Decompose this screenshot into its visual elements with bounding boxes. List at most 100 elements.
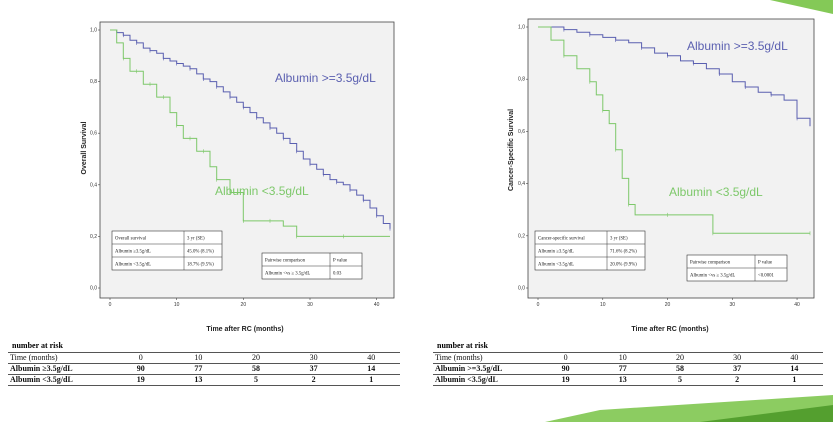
y-tick-label: 0,2: [90, 234, 97, 240]
y-tick-label: 1,0: [518, 25, 525, 31]
risk-cell: 77: [594, 363, 652, 375]
y-tick-label: 0,2: [518, 233, 525, 239]
x-tick-label: 0: [109, 302, 112, 308]
risk-cell: 13: [169, 374, 228, 386]
risk-header-cell: Time (months): [8, 352, 112, 364]
risk-row: Albumin <3.5g/dL 19 13 5 2 1: [8, 374, 400, 386]
risk-cell: Albumin ≥3.5g/dL: [8, 363, 112, 375]
x-tick-label: 40: [374, 302, 380, 308]
table-cell: 3 yr (SE): [187, 237, 205, 242]
y-tick-label: 0,0: [518, 286, 525, 292]
table-cell: Albumin <vs ≥ 3.5g/dL: [690, 274, 735, 279]
risk-cell: 5: [651, 374, 709, 386]
survival-summary-table: [534, 230, 646, 271]
risk-header-cell: 20: [227, 352, 285, 364]
risk-cell: 13: [594, 374, 652, 386]
risk-cell: 5: [227, 374, 285, 386]
risk-header-cell: 0: [112, 352, 170, 364]
number-at-risk-table: Time (months) 0 10 20 30 40 Albumin >=3.…: [433, 352, 823, 386]
x-tick-label: 10: [174, 302, 180, 308]
risk-cell: 90: [537, 363, 595, 375]
curve-label-high-albumin: Albumin >=3.5g/dL: [687, 39, 788, 53]
risk-row: Albumin >=3.5g/dL 90 77 58 37 14: [433, 363, 823, 375]
table-cell: Albumin <vs ≥ 3.5g/dL: [265, 272, 310, 277]
table-cell: 3 yr (SE): [610, 237, 628, 242]
x-axis-title: Time after RC (months): [206, 326, 283, 333]
risk-cell: 1: [342, 374, 400, 386]
table-cell: 0.03: [333, 272, 342, 277]
table-cell: Cancer-specific survival: [538, 237, 585, 242]
y-tick-label: 0,8: [518, 77, 525, 83]
table-cell: Pairwise comparison: [690, 261, 731, 266]
overall-survival-chart: 0,0 0,2 0,4 0,6 0,8 1,0 0 10 20 30 40 Albumin >=3.5…: [81, 21, 395, 333]
risk-cell: 14: [342, 363, 400, 375]
y-tick-label: 0,0: [90, 286, 97, 292]
table-cell: Albumin <3.5g/dL: [538, 263, 574, 268]
risk-cell: 2: [708, 374, 766, 386]
risk-title: number at risk: [12, 341, 63, 350]
y-axis-title: Overall Survival: [81, 121, 88, 174]
risk-cell: 90: [112, 363, 170, 375]
risk-header-cell: 40: [765, 352, 823, 364]
x-tick-label: 0: [537, 302, 540, 308]
curve-label-low-albumin: Albumin <3.5g/dL: [669, 185, 763, 199]
x-axis-title: Time after RC (months): [631, 326, 708, 333]
y-tick-label: 1,0: [90, 28, 97, 34]
risk-cell: Albumin <3.5g/dL: [433, 374, 537, 386]
x-tick-label: 20: [241, 302, 247, 308]
table-cell: 18.7% (9.5%): [187, 263, 214, 268]
survival-summary-table: [111, 230, 223, 271]
y-axis-title: Cancer-Specific Survival: [508, 109, 515, 191]
y-tick-label: 0,6: [90, 131, 97, 137]
survival-curve-low-albumin: [538, 26, 810, 234]
x-tick-label: 40: [794, 302, 800, 308]
risk-cell: 58: [651, 363, 709, 375]
risk-cell: 19: [112, 374, 170, 386]
risk-header-cell: 10: [169, 352, 228, 364]
curve-label-low-albumin: Albumin <3.5g/dL: [215, 184, 309, 198]
risk-header-row: Time (months) 0 10 20 30 40: [8, 352, 400, 364]
risk-cell: 77: [169, 363, 228, 375]
risk-header-cell: 30: [708, 352, 766, 364]
table-cell: Albumin ≥3.5g/dL: [538, 250, 574, 255]
risk-header-cell: 20: [651, 352, 709, 364]
risk-header-row: Time (months) 0 10 20 30 40: [433, 352, 823, 364]
risk-cell: 14: [765, 363, 823, 375]
x-tick-label: 30: [730, 302, 736, 308]
risk-cell: 19: [537, 374, 595, 386]
table-cell: Albumin ≥3.5g/dL: [115, 250, 151, 255]
survival-curve-high-albumin: [110, 29, 391, 229]
table-cell: 71.6% (8.2%): [610, 250, 637, 255]
risk-row: Albumin ≥3.5g/dL 90 77 58 37 14: [8, 363, 400, 375]
risk-cell: 37: [708, 363, 766, 375]
risk-cell: Albumin <3.5g/dL: [8, 374, 112, 386]
risk-cell: 37: [284, 363, 343, 375]
risk-title: number at risk: [437, 341, 488, 350]
risk-header-cell: 30: [284, 352, 343, 364]
y-tick-label: 0,6: [518, 129, 525, 135]
table-cell: Overall survival: [115, 237, 147, 242]
risk-cell: 1: [765, 374, 823, 386]
table-cell: <0.0001: [758, 274, 774, 279]
risk-header-cell: 10: [594, 352, 652, 364]
right-panel: 0,0 0,2 0,4 0,6 0,8 1,0 0 10 20 30 40 Albumin >=3.5…: [425, 0, 833, 422]
x-tick-label: 20: [665, 302, 671, 308]
overall-survival-plot-area: 0,0 0,2 0,4 0,6 0,8 1,0 0 10 20 30 40 Albumin >=3.5…: [90, 21, 395, 308]
left-panel: 0,0 0,2 0,4 0,6 0,8 1,0 0 10 20 30 40 Albumin >=3.5…: [0, 0, 400, 422]
x-tick-label: 10: [600, 302, 606, 308]
table-cell: P value: [758, 261, 772, 266]
y-tick-label: 0,8: [90, 79, 97, 85]
x-tick-label: 30: [307, 302, 313, 308]
cancer-specific-survival-plot-area: 0,0 0,2 0,4 0,6 0,8 1,0 0 10 20 30 40 Albumin >=3.5…: [518, 18, 815, 308]
risk-header-cell: 0: [537, 352, 595, 364]
table-cell: P value: [333, 259, 347, 264]
risk-row: Albumin <3.5g/dL 19 13 5 2 1: [433, 374, 823, 386]
number-at-risk-table: Time (months) 0 10 20 30 40 Albumin ≥3.5…: [8, 352, 400, 386]
curve-label-high-albumin: Albumin >=3.5g/dL: [275, 71, 376, 85]
risk-header-cell: Time (months): [433, 352, 537, 364]
y-tick-label: 0,4: [518, 181, 525, 187]
risk-cell: 2: [284, 374, 343, 386]
risk-header-cell: 40: [342, 352, 400, 364]
table-cell: Albumin <3.5g/dL: [115, 263, 151, 268]
risk-cell: Albumin >=3.5g/dL: [433, 363, 537, 375]
